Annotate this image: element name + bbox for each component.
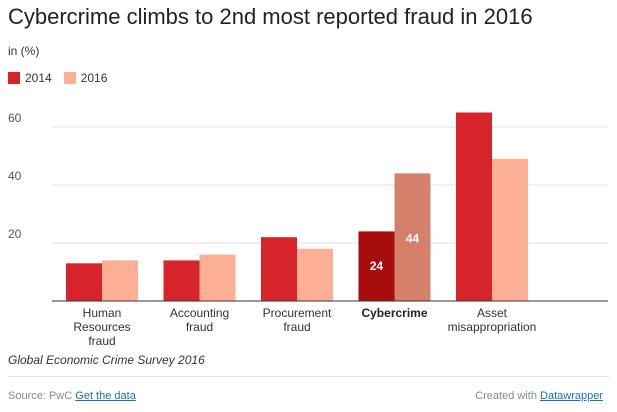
datawrapper-link[interactable]: Datawrapper [540,390,603,402]
bar-2016-3 [394,173,431,301]
created-with-label: Created with [475,390,537,402]
legend-swatch-2016 [63,72,76,84]
bar-2014-1 [163,260,200,301]
x-tick-label-2: Procurement fraud [263,306,332,334]
legend-item-2016: 2016 [63,71,108,85]
y-tick-label-60: 60 [8,111,22,125]
bar-2014-4 [456,112,492,301]
bar-2016-2 [297,248,333,301]
bar-2016-1 [199,254,236,301]
chart-note: Global Economic Crime Survey 2016 [8,353,205,367]
source-label: Source: PwC [8,390,73,402]
credit-line: Created with Datawrapper [475,390,603,402]
footer-divider [8,376,609,377]
data-label-2016-3: 44 [406,231,420,245]
chart-title: Cybercrime climbs to 2nd most reported f… [8,4,533,29]
bar-2014-3 [358,231,395,301]
bar-2014-2 [261,237,297,301]
y-tick-label-20: 20 [8,227,22,241]
data-label-2014-3: 24 [370,259,384,273]
x-tick-label-4: Asset misappropriation [448,306,537,334]
y-tick-label-40: 40 [8,169,22,183]
legend-label-2014: 2014 [25,71,52,85]
legend-swatch-2014 [8,72,20,84]
legend: 2014 2016 [8,71,119,85]
get-data-link[interactable]: Get the data [75,390,136,402]
bar-chart: 20 40 60 24 44 Human Resources fraud Accounting f… [8,111,608,348]
bar-2016-4 [492,158,528,301]
legend-item-2014: 2014 [8,71,52,85]
x-tick-label-3: Cybercrime [361,306,427,320]
chart-subtitle: in (%) [8,44,40,58]
x-tick-label-0: Human Resources fraud [73,306,130,348]
bar-2014-0 [66,263,102,301]
legend-label-2016: 2016 [80,71,108,85]
x-tick-label-1: Accounting fraud [170,306,229,334]
source-line: Source: PwC Get the data [8,390,136,402]
bar-2016-0 [102,260,138,301]
